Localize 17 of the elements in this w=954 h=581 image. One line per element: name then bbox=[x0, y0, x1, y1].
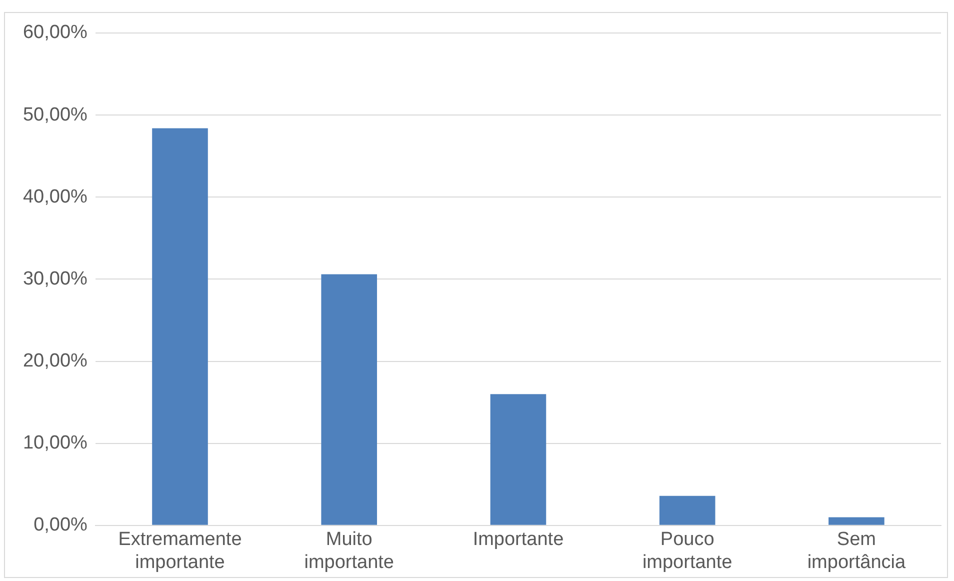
y-tick-label: 30,00% bbox=[22, 268, 88, 290]
x-tick-label: Muito importante bbox=[304, 529, 394, 573]
x-tick-label: Sem importância bbox=[807, 529, 906, 573]
bar bbox=[659, 496, 716, 525]
y-tick-label: 50,00% bbox=[22, 104, 88, 126]
x-tick-label: Pouco importante bbox=[642, 529, 732, 573]
y-tick-label: 10,00% bbox=[22, 432, 88, 454]
bar bbox=[321, 274, 378, 525]
x-tick-label: Extremamente importante bbox=[118, 529, 242, 573]
y-tick-label: 20,00% bbox=[22, 350, 88, 372]
y-tick-label: 60,00% bbox=[22, 22, 88, 44]
y-tick-label: 40,00% bbox=[22, 186, 88, 208]
y-tick-label: 0,00% bbox=[34, 514, 88, 536]
x-tick-label: Importante bbox=[472, 529, 564, 550]
bar bbox=[490, 394, 546, 525]
bar bbox=[152, 128, 208, 525]
bar bbox=[828, 517, 884, 525]
